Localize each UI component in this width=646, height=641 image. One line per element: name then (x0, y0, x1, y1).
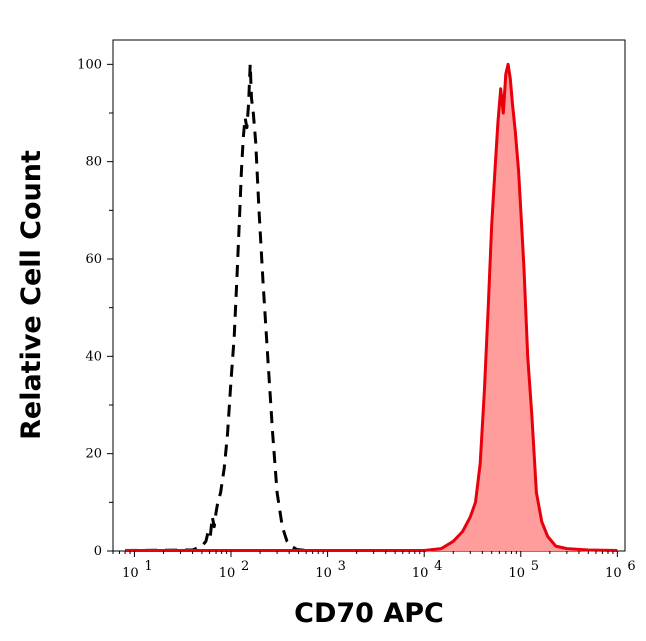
x-tick-label: 10 (219, 566, 236, 581)
y-tick-label: 60 (85, 252, 102, 267)
y-tick-label: 20 (85, 447, 102, 462)
x-tick-exponent: 5 (531, 559, 539, 574)
x-tick-exponent: 4 (434, 559, 442, 574)
x-tick-label: 10 (412, 566, 429, 581)
x-axis-ticks: 10 1 10 2 10 3 10 4 10 5 10 6 (112, 551, 636, 581)
x-axis-title: CD70 APC (294, 598, 444, 629)
x-tick-exponent: 2 (241, 559, 249, 574)
x-tick-exponent: 3 (338, 559, 346, 574)
y-axis-title: Relative Cell Count (16, 150, 47, 440)
y-axis-ticks: 0 20 40 60 80 100 (77, 57, 113, 559)
y-tick-label: 100 (77, 57, 102, 72)
series-layer (125, 62, 618, 552)
x-tick-label: 10 (508, 566, 525, 581)
series-1-line (125, 62, 618, 552)
y-tick-label: 0 (94, 544, 102, 559)
x-tick-exponent: 6 (627, 559, 635, 574)
x-tick-label: 10 (605, 566, 622, 581)
series-0-line (125, 62, 425, 552)
y-tick-label: 80 (85, 155, 102, 170)
series-1-fill (125, 64, 618, 552)
y-tick-label: 40 (85, 349, 102, 364)
x-tick-label: 10 (122, 566, 139, 581)
plot-frame (112, 39, 626, 552)
x-tick-label: 10 (315, 566, 332, 581)
x-tick-exponent: 1 (144, 559, 152, 574)
